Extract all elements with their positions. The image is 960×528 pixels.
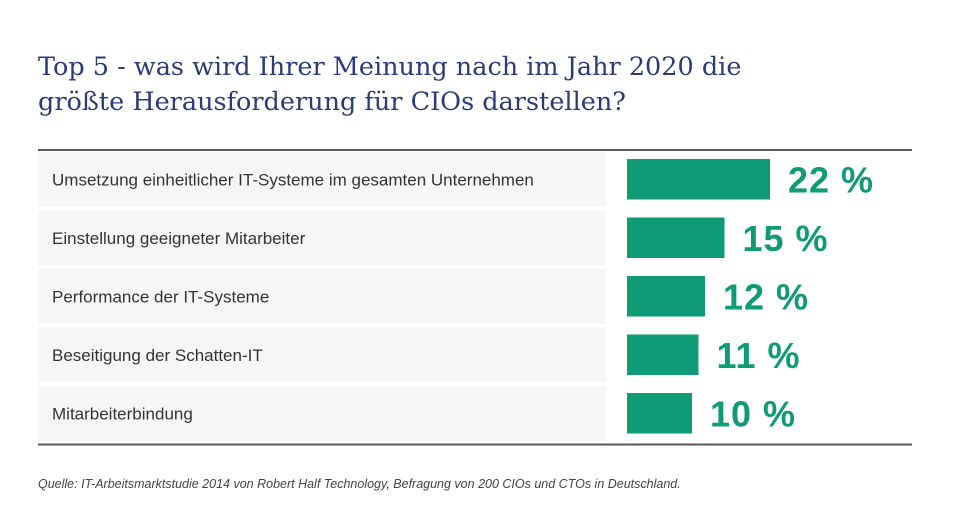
bar-3 bbox=[627, 276, 705, 317]
bar-5 bbox=[627, 393, 692, 434]
bar-1 bbox=[627, 159, 770, 200]
category-label: Umsetzung einheitlicher IT-Systeme im ge… bbox=[52, 170, 534, 189]
value-label: 10 % bbox=[710, 393, 796, 434]
row-background bbox=[38, 327, 606, 382]
row-background bbox=[38, 210, 606, 265]
source-note: Quelle: IT-Arbeitsmarktstudie 2014 von R… bbox=[38, 477, 681, 491]
value-label: 12 % bbox=[723, 276, 809, 317]
bar-4 bbox=[627, 334, 699, 375]
row-background bbox=[38, 152, 606, 207]
chart-title: Top 5 - was wird Ihrer Meinung nach im J… bbox=[38, 50, 918, 120]
row-background bbox=[38, 269, 606, 324]
value-label: 11 % bbox=[717, 335, 801, 376]
category-label: Performance der IT-Systeme bbox=[52, 287, 269, 306]
bar-2 bbox=[627, 217, 725, 258]
chart-title-line-1: Top 5 - was wird Ihrer Meinung nach im J… bbox=[38, 52, 742, 82]
category-label: Mitarbeiterbindung bbox=[52, 404, 193, 423]
category-label: Beseitigung der Schatten-IT bbox=[52, 346, 263, 365]
category-label: Einstellung geeigneter Mitarbeiter bbox=[52, 229, 306, 248]
value-label: 15 % bbox=[743, 218, 829, 259]
row-background bbox=[38, 386, 606, 441]
value-label: 22 % bbox=[788, 159, 874, 200]
chart-title-line-2: größte Herausforderung für CIOs darstell… bbox=[38, 87, 626, 117]
